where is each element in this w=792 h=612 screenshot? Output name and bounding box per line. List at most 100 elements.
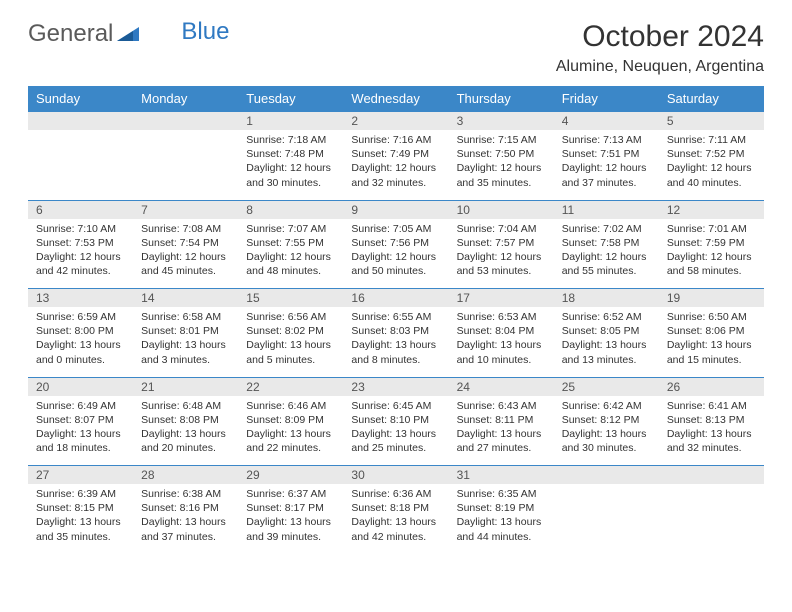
- day-number-cell: 5: [659, 112, 764, 131]
- daylight-line: Daylight: 13 hours and 37 minutes.: [141, 515, 230, 543]
- day-number-cell: 27: [28, 466, 133, 485]
- sunset-line: Sunset: 7:50 PM: [457, 147, 546, 161]
- daylight-line: Daylight: 13 hours and 15 minutes.: [667, 338, 756, 366]
- sunset-line: Sunset: 7:58 PM: [562, 236, 651, 250]
- day-number-cell: [28, 112, 133, 131]
- day-header: Friday: [554, 86, 659, 112]
- day-number-cell: 17: [449, 289, 554, 308]
- sunset-line: Sunset: 8:12 PM: [562, 413, 651, 427]
- sunset-line: Sunset: 8:18 PM: [351, 501, 440, 515]
- day-header-row: SundayMondayTuesdayWednesdayThursdayFrid…: [28, 86, 764, 112]
- sunset-line: Sunset: 8:10 PM: [351, 413, 440, 427]
- day-number-cell: 19: [659, 289, 764, 308]
- day-content-cell: Sunrise: 7:10 AMSunset: 7:53 PMDaylight:…: [28, 219, 133, 289]
- day-content-cell: Sunrise: 6:52 AMSunset: 8:05 PMDaylight:…: [554, 307, 659, 377]
- sunrise-line: Sunrise: 7:08 AM: [141, 222, 230, 236]
- sunset-line: Sunset: 7:57 PM: [457, 236, 546, 250]
- daylight-line: Daylight: 13 hours and 42 minutes.: [351, 515, 440, 543]
- day-number-row: 2728293031: [28, 466, 764, 485]
- daylight-line: Daylight: 13 hours and 27 minutes.: [457, 427, 546, 455]
- sunrise-line: Sunrise: 6:38 AM: [141, 487, 230, 501]
- sunrise-line: Sunrise: 6:42 AM: [562, 399, 651, 413]
- sunrise-line: Sunrise: 6:41 AM: [667, 399, 756, 413]
- sunset-line: Sunset: 7:49 PM: [351, 147, 440, 161]
- sunrise-line: Sunrise: 7:05 AM: [351, 222, 440, 236]
- logo: General Blue: [28, 20, 229, 48]
- calendar-table: SundayMondayTuesdayWednesdayThursdayFrid…: [28, 86, 764, 554]
- day-content-cell: Sunrise: 6:45 AMSunset: 8:10 PMDaylight:…: [343, 396, 448, 466]
- day-number-row: 12345: [28, 112, 764, 131]
- daylight-line: Daylight: 12 hours and 53 minutes.: [457, 250, 546, 278]
- sunset-line: Sunset: 7:55 PM: [246, 236, 335, 250]
- logo-text-2: Blue: [181, 18, 229, 46]
- sunset-line: Sunset: 8:03 PM: [351, 324, 440, 338]
- day-header: Monday: [133, 86, 238, 112]
- day-number-cell: 3: [449, 112, 554, 131]
- daylight-line: Daylight: 13 hours and 30 minutes.: [562, 427, 651, 455]
- daylight-line: Daylight: 13 hours and 32 minutes.: [667, 427, 756, 455]
- sunrise-line: Sunrise: 6:59 AM: [36, 310, 125, 324]
- location: Alumine, Neuquen, Argentina: [556, 58, 764, 76]
- day-content-cell: Sunrise: 7:11 AMSunset: 7:52 PMDaylight:…: [659, 130, 764, 200]
- daylight-line: Daylight: 13 hours and 20 minutes.: [141, 427, 230, 455]
- sunrise-line: Sunrise: 7:13 AM: [562, 133, 651, 147]
- day-number-cell: 24: [449, 377, 554, 396]
- daylight-line: Daylight: 13 hours and 18 minutes.: [36, 427, 125, 455]
- sunset-line: Sunset: 8:09 PM: [246, 413, 335, 427]
- day-header: Tuesday: [238, 86, 343, 112]
- day-content-cell: Sunrise: 7:13 AMSunset: 7:51 PMDaylight:…: [554, 130, 659, 200]
- day-content-cell: Sunrise: 6:58 AMSunset: 8:01 PMDaylight:…: [133, 307, 238, 377]
- day-header: Saturday: [659, 86, 764, 112]
- day-number-cell: 10: [449, 200, 554, 219]
- day-header: Wednesday: [343, 86, 448, 112]
- daylight-line: Daylight: 13 hours and 3 minutes.: [141, 338, 230, 366]
- day-number-cell: 11: [554, 200, 659, 219]
- daylight-line: Daylight: 12 hours and 32 minutes.: [351, 161, 440, 189]
- title-block: October 2024 Alumine, Neuquen, Argentina: [556, 20, 764, 76]
- sunrise-line: Sunrise: 6:55 AM: [351, 310, 440, 324]
- daylight-line: Daylight: 12 hours and 50 minutes.: [351, 250, 440, 278]
- daylight-line: Daylight: 12 hours and 58 minutes.: [667, 250, 756, 278]
- sunrise-line: Sunrise: 7:01 AM: [667, 222, 756, 236]
- day-number-cell: 7: [133, 200, 238, 219]
- day-number-row: 20212223242526: [28, 377, 764, 396]
- day-number-cell: 2: [343, 112, 448, 131]
- day-number-cell: [659, 466, 764, 485]
- day-content-cell: Sunrise: 6:42 AMSunset: 8:12 PMDaylight:…: [554, 396, 659, 466]
- sunrise-line: Sunrise: 6:45 AM: [351, 399, 440, 413]
- day-number-row: 13141516171819: [28, 289, 764, 308]
- sunset-line: Sunset: 8:00 PM: [36, 324, 125, 338]
- daylight-line: Daylight: 13 hours and 13 minutes.: [562, 338, 651, 366]
- day-content-row: Sunrise: 6:59 AMSunset: 8:00 PMDaylight:…: [28, 307, 764, 377]
- day-content-cell: [133, 130, 238, 200]
- day-content-cell: Sunrise: 6:37 AMSunset: 8:17 PMDaylight:…: [238, 484, 343, 554]
- day-content-cell: [659, 484, 764, 554]
- sunset-line: Sunset: 8:11 PM: [457, 413, 546, 427]
- sunrise-line: Sunrise: 6:37 AM: [246, 487, 335, 501]
- daylight-line: Daylight: 12 hours and 55 minutes.: [562, 250, 651, 278]
- daylight-line: Daylight: 13 hours and 0 minutes.: [36, 338, 125, 366]
- day-content-cell: Sunrise: 7:02 AMSunset: 7:58 PMDaylight:…: [554, 219, 659, 289]
- day-header: Thursday: [449, 86, 554, 112]
- day-number-cell: 14: [133, 289, 238, 308]
- sunset-line: Sunset: 8:02 PM: [246, 324, 335, 338]
- day-content-cell: Sunrise: 6:36 AMSunset: 8:18 PMDaylight:…: [343, 484, 448, 554]
- day-number-cell: 15: [238, 289, 343, 308]
- day-content-cell: Sunrise: 7:04 AMSunset: 7:57 PMDaylight:…: [449, 219, 554, 289]
- sunset-line: Sunset: 7:53 PM: [36, 236, 125, 250]
- daylight-line: Daylight: 12 hours and 45 minutes.: [141, 250, 230, 278]
- logo-text-1: General: [28, 20, 113, 48]
- day-number-cell: 31: [449, 466, 554, 485]
- sunset-line: Sunset: 8:08 PM: [141, 413, 230, 427]
- daylight-line: Daylight: 13 hours and 22 minutes.: [246, 427, 335, 455]
- sunrise-line: Sunrise: 6:50 AM: [667, 310, 756, 324]
- sunset-line: Sunset: 8:05 PM: [562, 324, 651, 338]
- day-content-cell: Sunrise: 7:01 AMSunset: 7:59 PMDaylight:…: [659, 219, 764, 289]
- sunrise-line: Sunrise: 6:35 AM: [457, 487, 546, 501]
- sunrise-line: Sunrise: 7:11 AM: [667, 133, 756, 147]
- daylight-line: Daylight: 12 hours and 37 minutes.: [562, 161, 651, 189]
- day-number-cell: 18: [554, 289, 659, 308]
- sunrise-line: Sunrise: 6:48 AM: [141, 399, 230, 413]
- day-number-cell: [133, 112, 238, 131]
- daylight-line: Daylight: 12 hours and 40 minutes.: [667, 161, 756, 189]
